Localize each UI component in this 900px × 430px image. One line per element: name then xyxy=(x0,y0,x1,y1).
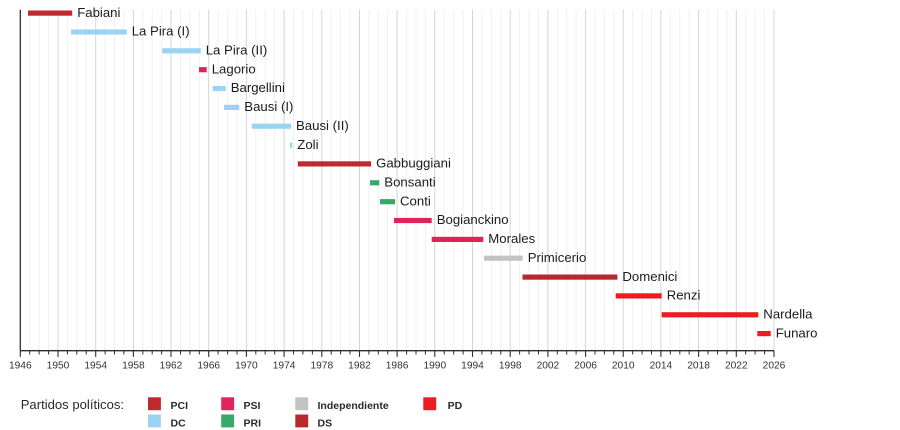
svg-text:DC: DC xyxy=(171,417,187,429)
svg-text:Bausi (II): Bausi (II) xyxy=(296,118,349,133)
svg-text:DS: DS xyxy=(318,417,333,429)
svg-text:PRI: PRI xyxy=(244,417,262,429)
svg-text:Fabiani: Fabiani xyxy=(77,5,120,20)
svg-text:Domenici: Domenici xyxy=(622,269,677,284)
svg-text:PD: PD xyxy=(448,400,463,412)
svg-text:2026: 2026 xyxy=(763,361,786,372)
svg-text:La Pira (II): La Pira (II) xyxy=(206,43,268,58)
svg-text:1978: 1978 xyxy=(310,361,333,372)
svg-text:Funaro: Funaro xyxy=(776,325,818,340)
svg-text:2010: 2010 xyxy=(612,361,635,372)
svg-text:Bogianckino: Bogianckino xyxy=(437,212,509,227)
svg-text:2018: 2018 xyxy=(687,361,710,372)
svg-text:Morales: Morales xyxy=(488,231,535,246)
svg-text:PCI: PCI xyxy=(171,400,189,412)
svg-text:Bargellini: Bargellini xyxy=(231,80,285,95)
svg-text:Renzi: Renzi xyxy=(667,288,701,303)
svg-text:1986: 1986 xyxy=(386,361,409,372)
svg-text:1954: 1954 xyxy=(84,361,107,372)
svg-text:Gabbuggiani: Gabbuggiani xyxy=(376,156,451,171)
svg-text:Independiente: Independiente xyxy=(318,400,389,412)
svg-text:1982: 1982 xyxy=(348,361,371,372)
svg-text:2002: 2002 xyxy=(537,361,560,372)
svg-text:1958: 1958 xyxy=(122,361,145,372)
svg-text:1990: 1990 xyxy=(423,361,446,372)
svg-text:Partidos políticos:: Partidos políticos: xyxy=(21,397,124,412)
svg-text:2014: 2014 xyxy=(650,361,673,372)
svg-text:2022: 2022 xyxy=(725,361,748,372)
svg-text:2006: 2006 xyxy=(574,361,597,372)
svg-text:1970: 1970 xyxy=(235,361,258,372)
svg-text:Conti: Conti xyxy=(400,193,431,208)
svg-text:1994: 1994 xyxy=(461,361,484,372)
svg-text:PSI: PSI xyxy=(244,400,261,412)
svg-text:1950: 1950 xyxy=(47,361,70,372)
svg-text:1998: 1998 xyxy=(499,361,522,372)
svg-text:1946: 1946 xyxy=(9,361,32,372)
svg-text:1962: 1962 xyxy=(160,361,183,372)
svg-text:Bausi (I): Bausi (I) xyxy=(244,99,293,114)
svg-text:Primicerio: Primicerio xyxy=(528,250,587,265)
svg-text:Nardella: Nardella xyxy=(763,307,813,322)
svg-text:Lagorio: Lagorio xyxy=(212,61,256,76)
svg-text:1966: 1966 xyxy=(197,361,220,372)
svg-text:La Pira (I): La Pira (I) xyxy=(132,24,190,39)
svg-text:Zoli: Zoli xyxy=(297,137,318,152)
svg-text:Bonsanti: Bonsanti xyxy=(384,175,435,190)
svg-text:1974: 1974 xyxy=(273,361,296,372)
